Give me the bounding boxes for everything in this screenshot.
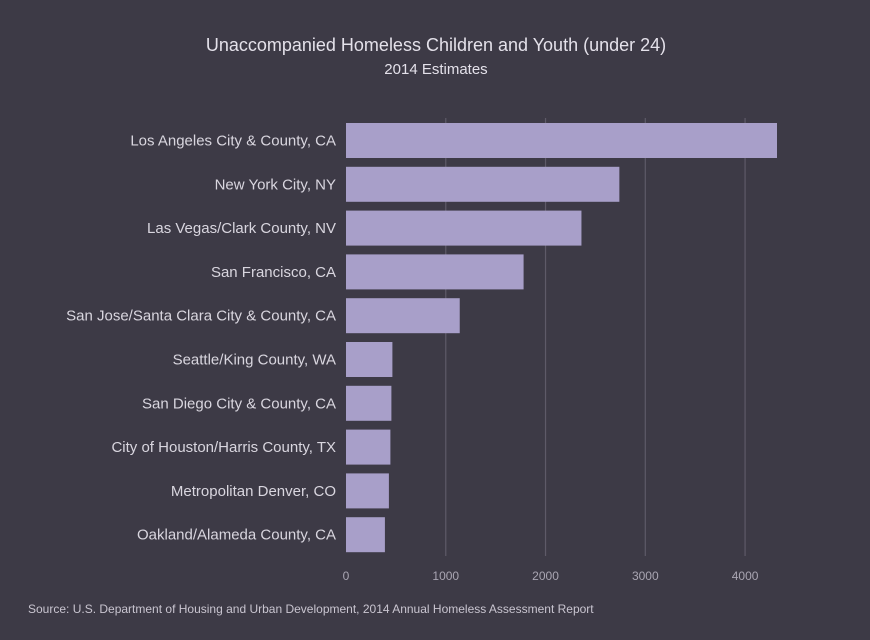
bar xyxy=(346,342,393,377)
x-tick-label: 4000 xyxy=(732,569,759,583)
x-axis-ticks: 0 1000 2000 3000 4000 xyxy=(343,569,759,583)
chart-title: Unaccompanied Homeless Children and Yout… xyxy=(206,35,666,55)
bar xyxy=(346,254,524,290)
bar xyxy=(346,429,391,465)
x-tick-label: 1000 xyxy=(432,569,459,583)
category-label: City of Houston/Harris County, TX xyxy=(111,439,336,456)
bar xyxy=(346,123,777,158)
bar xyxy=(346,298,460,334)
category-label: San Jose/Santa Clara City & County, CA xyxy=(66,308,336,325)
chart-subtitle: 2014 Estimates xyxy=(384,61,487,78)
bars xyxy=(346,123,777,553)
bar xyxy=(346,473,389,509)
category-label: Las Vegas/Clark County, NV xyxy=(147,220,336,237)
category-label: Los Angeles City & County, CA xyxy=(130,133,336,150)
category-label: Oakland/Alameda County, CA xyxy=(137,527,336,544)
category-label: San Diego City & County, CA xyxy=(142,395,336,412)
category-label: Seattle/King County, WA xyxy=(173,352,336,369)
category-label: New York City, NY xyxy=(215,176,336,193)
bar xyxy=(346,517,385,553)
bar xyxy=(346,210,582,246)
category-labels: Los Angeles City & County, CA New York Ci… xyxy=(66,133,336,544)
category-label: San Francisco, CA xyxy=(211,264,336,281)
bar xyxy=(346,166,620,202)
x-tick-label: 0 xyxy=(343,569,350,583)
category-label: Metropolitan Denver, CO xyxy=(171,483,336,500)
source-note: Source: U.S. Department of Housing and U… xyxy=(28,602,594,616)
bar xyxy=(346,385,392,421)
x-tick-label: 2000 xyxy=(532,569,559,583)
x-tick-label: 3000 xyxy=(632,569,659,583)
